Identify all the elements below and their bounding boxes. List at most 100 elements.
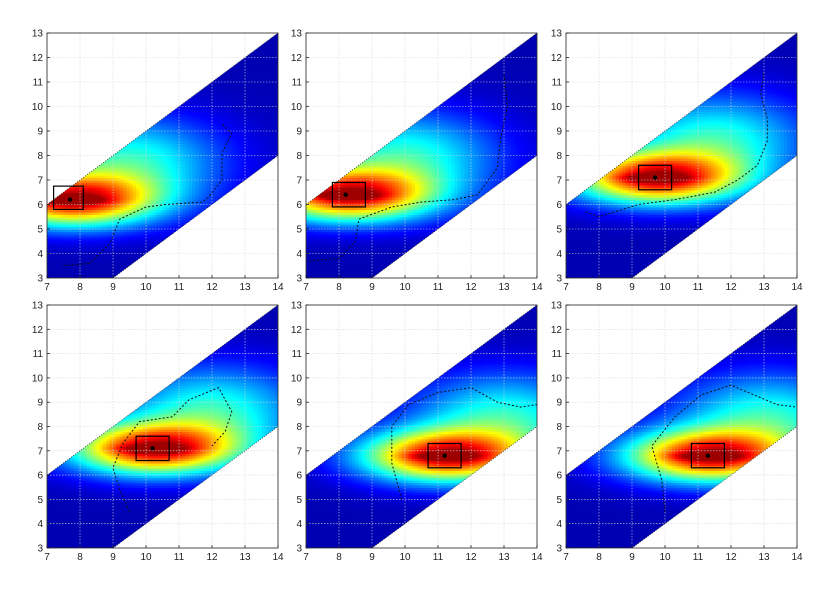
y-tick-label: 12 — [551, 325, 563, 336]
y-tick-label: 11 — [292, 78, 303, 89]
y-tick-label: 5 — [556, 495, 562, 506]
y-tick-label: 13 — [32, 301, 44, 312]
x-tick-label: 9 — [629, 552, 635, 563]
band-upper-edge — [565, 32, 798, 205]
x-tick-label: 13 — [239, 552, 251, 563]
x-tick-label: 11 — [174, 282, 185, 293]
y-tick-label: 9 — [556, 398, 562, 409]
contour-line — [585, 72, 768, 218]
y-tick-label: 7 — [37, 176, 43, 187]
x-tick-label: 9 — [369, 552, 375, 563]
marker-box — [135, 435, 170, 462]
band-upper-edge — [565, 304, 798, 476]
y-tick-label: 5 — [37, 225, 43, 236]
x-tick-label: 11 — [693, 282, 704, 293]
y-tick-label: 7 — [37, 446, 43, 457]
y-tick-label: 6 — [556, 471, 562, 482]
panel-3: 7 8 9 10 11 12 13 14 3 4 5 6 7 8 9 10 11 12 13 — [551, 29, 803, 294]
x-tick-label: 10 — [399, 552, 411, 563]
x-tick-label: 13 — [239, 282, 251, 293]
band-lower-edge — [631, 155, 798, 279]
band-upper-edge — [46, 32, 279, 205]
y-tick-label: 8 — [296, 151, 302, 162]
x-tick-label: 7 — [563, 552, 569, 563]
y-tick-label: 9 — [37, 127, 43, 138]
x-tick-label: 7 — [563, 282, 569, 293]
y-tick-label: 10 — [32, 373, 44, 384]
y-tick-label: 5 — [296, 225, 302, 236]
x-tick-label: 7 — [303, 282, 309, 293]
band-lower-edge — [112, 155, 279, 279]
x-tick-label: 14 — [272, 282, 284, 293]
marker-point — [67, 197, 73, 202]
y-tick-label: 10 — [32, 102, 44, 113]
x-tick-label: 10 — [140, 552, 152, 563]
marker-point — [150, 446, 155, 451]
x-tick-label: 8 — [336, 282, 342, 293]
band-upper-edge — [46, 304, 279, 476]
y-tick-label: 11 — [33, 349, 44, 360]
y-tick-label: 12 — [551, 53, 563, 64]
band-lower-edge — [112, 426, 279, 549]
marker-box — [690, 442, 726, 469]
y-tick-label: 4 — [37, 249, 43, 260]
band-lower-edge — [371, 155, 538, 279]
x-tick-label: 9 — [629, 282, 635, 293]
y-tick-label: 4 — [556, 519, 562, 530]
marker-point — [705, 453, 711, 458]
y-tick-label: 9 — [296, 127, 302, 138]
y-tick-label: 13 — [291, 29, 303, 40]
panel-4: 7 8 9 10 11 12 13 14 3 4 5 6 7 8 9 10 11 12 13 — [32, 301, 284, 564]
y-tick-label: 11 — [292, 349, 303, 360]
x-tick-label: 12 — [465, 552, 477, 563]
x-tick-label: 11 — [433, 552, 444, 563]
x-tick-label: 9 — [110, 282, 116, 293]
y-tick-label: 3 — [296, 274, 302, 285]
x-tick-label: 11 — [174, 552, 185, 563]
y-tick-label: 3 — [37, 544, 43, 555]
heatmap — [47, 33, 278, 278]
panel-2: 7 8 9 10 11 12 13 14 3 4 5 6 7 8 9 10 11 12 13 — [291, 29, 543, 294]
x-tick-label: 14 — [791, 552, 803, 563]
y-tick-label: 8 — [37, 422, 43, 433]
heatmap — [306, 33, 537, 278]
y-tick-label: 12 — [291, 325, 303, 336]
y-tick-label: 6 — [37, 200, 43, 211]
x-tick-label: 10 — [659, 552, 671, 563]
contour-line — [309, 74, 508, 262]
y-tick-label: 12 — [32, 53, 44, 64]
x-tick-label: 14 — [531, 552, 543, 563]
y-tick-label: 13 — [291, 301, 303, 312]
x-tick-label: 11 — [693, 552, 704, 563]
y-tick-label: 8 — [37, 151, 43, 162]
y-tick-label: 5 — [296, 495, 302, 506]
marker-point — [442, 453, 447, 458]
y-tick-label: 6 — [296, 200, 302, 211]
y-tick-label: 11 — [33, 78, 44, 89]
band-upper-edge — [305, 32, 538, 205]
y-tick-label: 9 — [37, 398, 43, 409]
contour-line — [112, 386, 233, 512]
y-tick-label: 7 — [296, 446, 302, 457]
band-lower-edge — [371, 426, 538, 549]
x-tick-label: 8 — [336, 552, 342, 563]
y-tick-label: 5 — [556, 225, 562, 236]
y-tick-label: 6 — [556, 200, 562, 211]
y-tick-label: 8 — [296, 422, 302, 433]
x-tick-label: 7 — [44, 282, 50, 293]
contour-line — [391, 387, 537, 500]
marker-point — [343, 192, 348, 197]
x-tick-label: 10 — [659, 282, 671, 293]
x-tick-label: 14 — [531, 282, 543, 293]
x-tick-label: 14 — [791, 282, 803, 293]
y-tick-label: 7 — [556, 446, 562, 457]
x-tick-label: 7 — [44, 552, 50, 563]
band-lower-edge — [631, 426, 798, 549]
x-tick-label: 7 — [303, 552, 309, 563]
y-tick-label: 13 — [551, 301, 563, 312]
x-tick-label: 8 — [596, 282, 602, 293]
marker-box — [52, 185, 84, 210]
band-upper-edge — [305, 304, 538, 476]
panel-5: 7 8 9 10 11 12 13 14 3 4 5 6 7 8 9 10 11 12 13 — [291, 301, 543, 564]
